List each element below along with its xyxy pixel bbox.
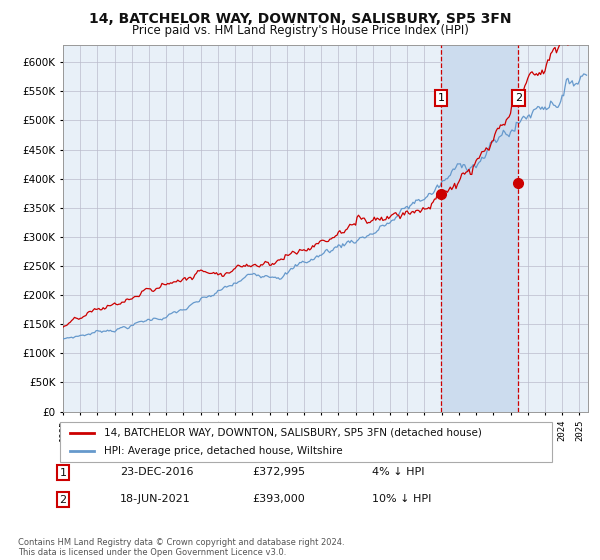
Text: £372,995: £372,995 <box>252 467 305 477</box>
Text: 2: 2 <box>515 93 522 103</box>
Text: HPI: Average price, detached house, Wiltshire: HPI: Average price, detached house, Wilt… <box>104 446 343 456</box>
Text: 2: 2 <box>59 494 67 505</box>
Text: 4% ↓ HPI: 4% ↓ HPI <box>372 467 425 477</box>
Text: 10% ↓ HPI: 10% ↓ HPI <box>372 494 431 504</box>
Text: Price paid vs. HM Land Registry's House Price Index (HPI): Price paid vs. HM Land Registry's House … <box>131 24 469 36</box>
Text: 1: 1 <box>437 93 445 103</box>
Text: £393,000: £393,000 <box>252 494 305 504</box>
Text: Contains HM Land Registry data © Crown copyright and database right 2024.
This d: Contains HM Land Registry data © Crown c… <box>18 538 344 557</box>
Text: 18-JUN-2021: 18-JUN-2021 <box>120 494 191 504</box>
FancyBboxPatch shape <box>60 422 552 462</box>
Bar <box>441 45 518 412</box>
Text: 14, BATCHELOR WAY, DOWNTON, SALISBURY, SP5 3FN (detached house): 14, BATCHELOR WAY, DOWNTON, SALISBURY, S… <box>104 428 482 438</box>
Text: 14, BATCHELOR WAY, DOWNTON, SALISBURY, SP5 3FN: 14, BATCHELOR WAY, DOWNTON, SALISBURY, S… <box>89 12 511 26</box>
Text: 23-DEC-2016: 23-DEC-2016 <box>120 467 193 477</box>
Text: 1: 1 <box>59 468 67 478</box>
